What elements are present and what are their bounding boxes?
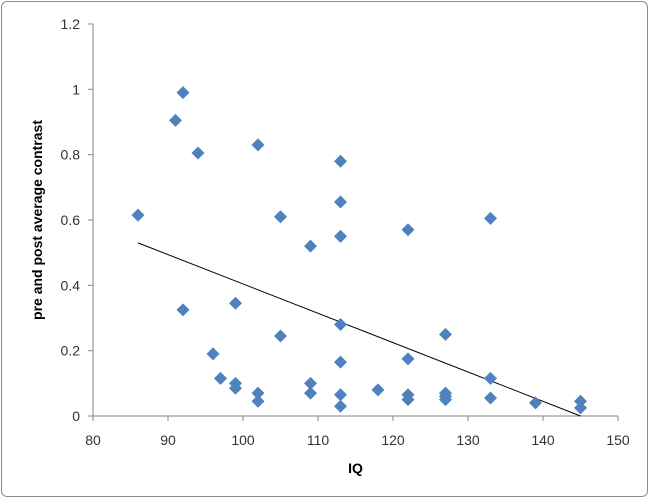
data-point xyxy=(334,318,347,332)
x-tick-label: 110 xyxy=(307,432,330,448)
data-point xyxy=(191,146,205,160)
y-axis-title: pre and post average contrast xyxy=(29,120,45,320)
y-tick-label: 0.2 xyxy=(61,343,81,359)
data-point xyxy=(401,352,415,366)
data-point xyxy=(439,327,452,341)
data-point xyxy=(131,208,145,222)
data-point xyxy=(251,138,265,152)
trendline xyxy=(137,242,581,417)
data-point xyxy=(334,154,347,168)
data-point xyxy=(251,394,265,408)
data-point xyxy=(176,86,190,100)
x-tick-label: 90 xyxy=(160,432,176,448)
data-point xyxy=(229,296,242,310)
data-points xyxy=(131,86,587,415)
data-point xyxy=(251,386,265,400)
data-point xyxy=(371,383,385,397)
data-point xyxy=(304,376,317,390)
y-tick-label: 0.6 xyxy=(61,212,81,228)
data-point xyxy=(484,371,497,385)
data-point xyxy=(334,388,347,402)
x-axis-title: IQ xyxy=(348,460,363,476)
data-point xyxy=(484,391,497,405)
data-point xyxy=(334,355,347,369)
data-point xyxy=(214,371,227,385)
y-tick-labels: 0 0.2 0.4 0.6 0.8 1 1.2 xyxy=(61,16,81,424)
data-point xyxy=(229,381,242,395)
data-point xyxy=(401,393,415,407)
data-point xyxy=(574,394,587,408)
x-tick-label: 150 xyxy=(606,432,630,448)
x-tick-label: 120 xyxy=(381,432,405,448)
data-point xyxy=(334,229,347,243)
data-point xyxy=(176,303,190,317)
data-point xyxy=(401,223,415,237)
data-point xyxy=(304,239,317,253)
x-tick-label: 130 xyxy=(456,432,480,448)
data-point xyxy=(206,347,220,361)
data-point xyxy=(439,393,452,407)
y-tick-label: 1.2 xyxy=(61,16,81,32)
data-point xyxy=(274,210,287,224)
x-tick-label: 80 xyxy=(85,432,101,448)
axis-ticks xyxy=(88,23,619,421)
data-point xyxy=(529,396,542,410)
data-point xyxy=(484,211,497,225)
data-point xyxy=(334,399,347,413)
y-tick-label: 0 xyxy=(72,408,80,424)
data-point xyxy=(334,195,347,209)
data-point xyxy=(574,401,587,415)
x-tick-label: 140 xyxy=(531,432,555,448)
x-tick-labels: 80 90 100 110 120 130 140 150 xyxy=(85,432,630,448)
y-tick-label: 1 xyxy=(72,81,80,97)
y-tick-label: 0.8 xyxy=(61,147,81,163)
data-point xyxy=(169,113,182,127)
data-point xyxy=(274,329,287,343)
y-tick-label: 0.4 xyxy=(61,277,81,293)
x-tick-label: 100 xyxy=(231,432,255,448)
data-point xyxy=(304,386,317,400)
